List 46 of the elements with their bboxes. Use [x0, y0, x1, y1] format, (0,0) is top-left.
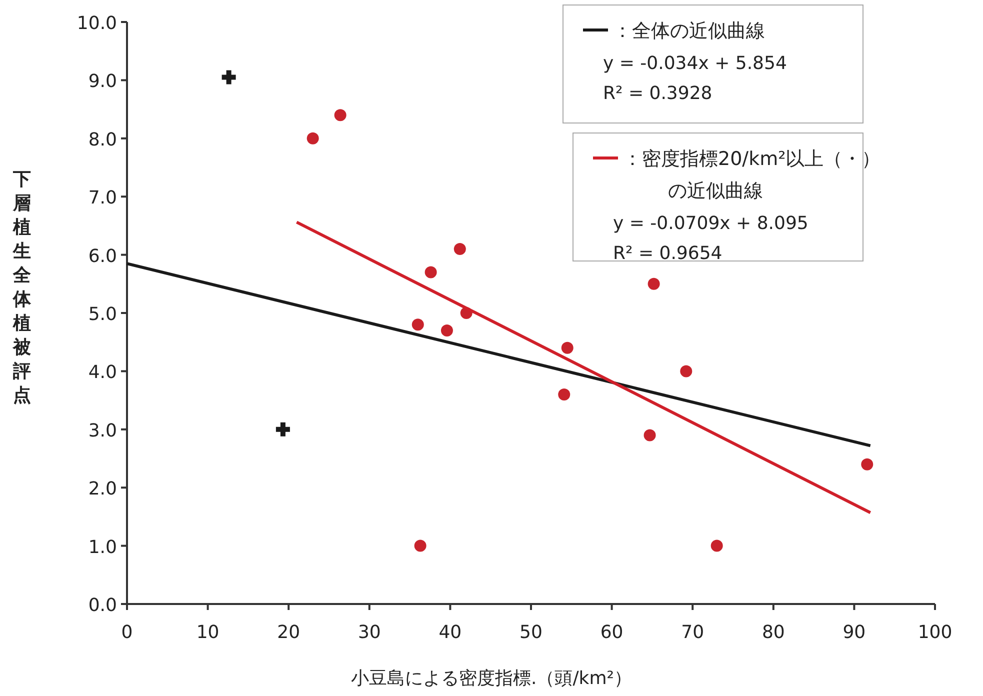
point: [561, 342, 574, 354]
x-tick-label: 30: [358, 622, 381, 643]
point: [558, 388, 570, 400]
point: [648, 278, 660, 290]
point: [454, 242, 466, 255]
point: [222, 70, 236, 84]
legend-label: ：密度指標20/km²以上（・）の近似曲線: [623, 148, 881, 202]
x-tick-label: 10: [196, 622, 220, 643]
annotation: R² = 0.9654: [613, 243, 722, 264]
point: [424, 266, 437, 278]
annotation: y = -0.0709x + 8.095: [613, 213, 808, 234]
y-tick-label: 4.0: [88, 362, 117, 384]
x-tick-label: 100: [918, 622, 952, 643]
y-tick-label: 7.0: [88, 188, 117, 209]
legend-label: ：全体の近似曲線: [613, 20, 765, 42]
point: [644, 429, 656, 442]
annotation: R² = 0.3928: [603, 83, 712, 104]
y-tick-label: 1.0: [88, 536, 117, 558]
annotation: y = -0.034x + 5.854: [603, 53, 787, 74]
x-tick-label: 40: [438, 622, 462, 643]
x-tick-label: 60: [600, 622, 624, 643]
y-tick-label: 9.0: [88, 71, 117, 92]
x-tick-label: 20: [277, 622, 300, 643]
x-tick-label: 50: [520, 622, 542, 643]
point: [276, 422, 290, 436]
point: [412, 318, 424, 331]
y-tick-label: 6.0: [88, 246, 117, 267]
y-tick-label: 0.0: [88, 595, 117, 616]
point: [861, 458, 874, 470]
x-tick-label: 70: [681, 622, 704, 643]
text: 下層植生全体植被評点: [13, 169, 31, 406]
y-tick-label: 10.0: [76, 13, 117, 34]
point: [306, 132, 319, 144]
point: [680, 365, 692, 378]
x-tick-label: 90: [842, 622, 866, 643]
point: [440, 324, 453, 336]
point: [334, 109, 346, 122]
x-tick-label: 0: [121, 622, 133, 643]
y-tick-label: 8.0: [88, 129, 117, 150]
point: [710, 540, 723, 552]
y-tick-label: 5.0: [88, 304, 117, 325]
x-tick-label: 80: [762, 622, 785, 643]
x-axis-title: 小豆島による密度指標.（頭/km²）: [351, 668, 632, 689]
y-tick-label: 2.0: [88, 478, 117, 500]
y-tick-label: 3.0: [88, 420, 117, 442]
point: [414, 540, 426, 552]
